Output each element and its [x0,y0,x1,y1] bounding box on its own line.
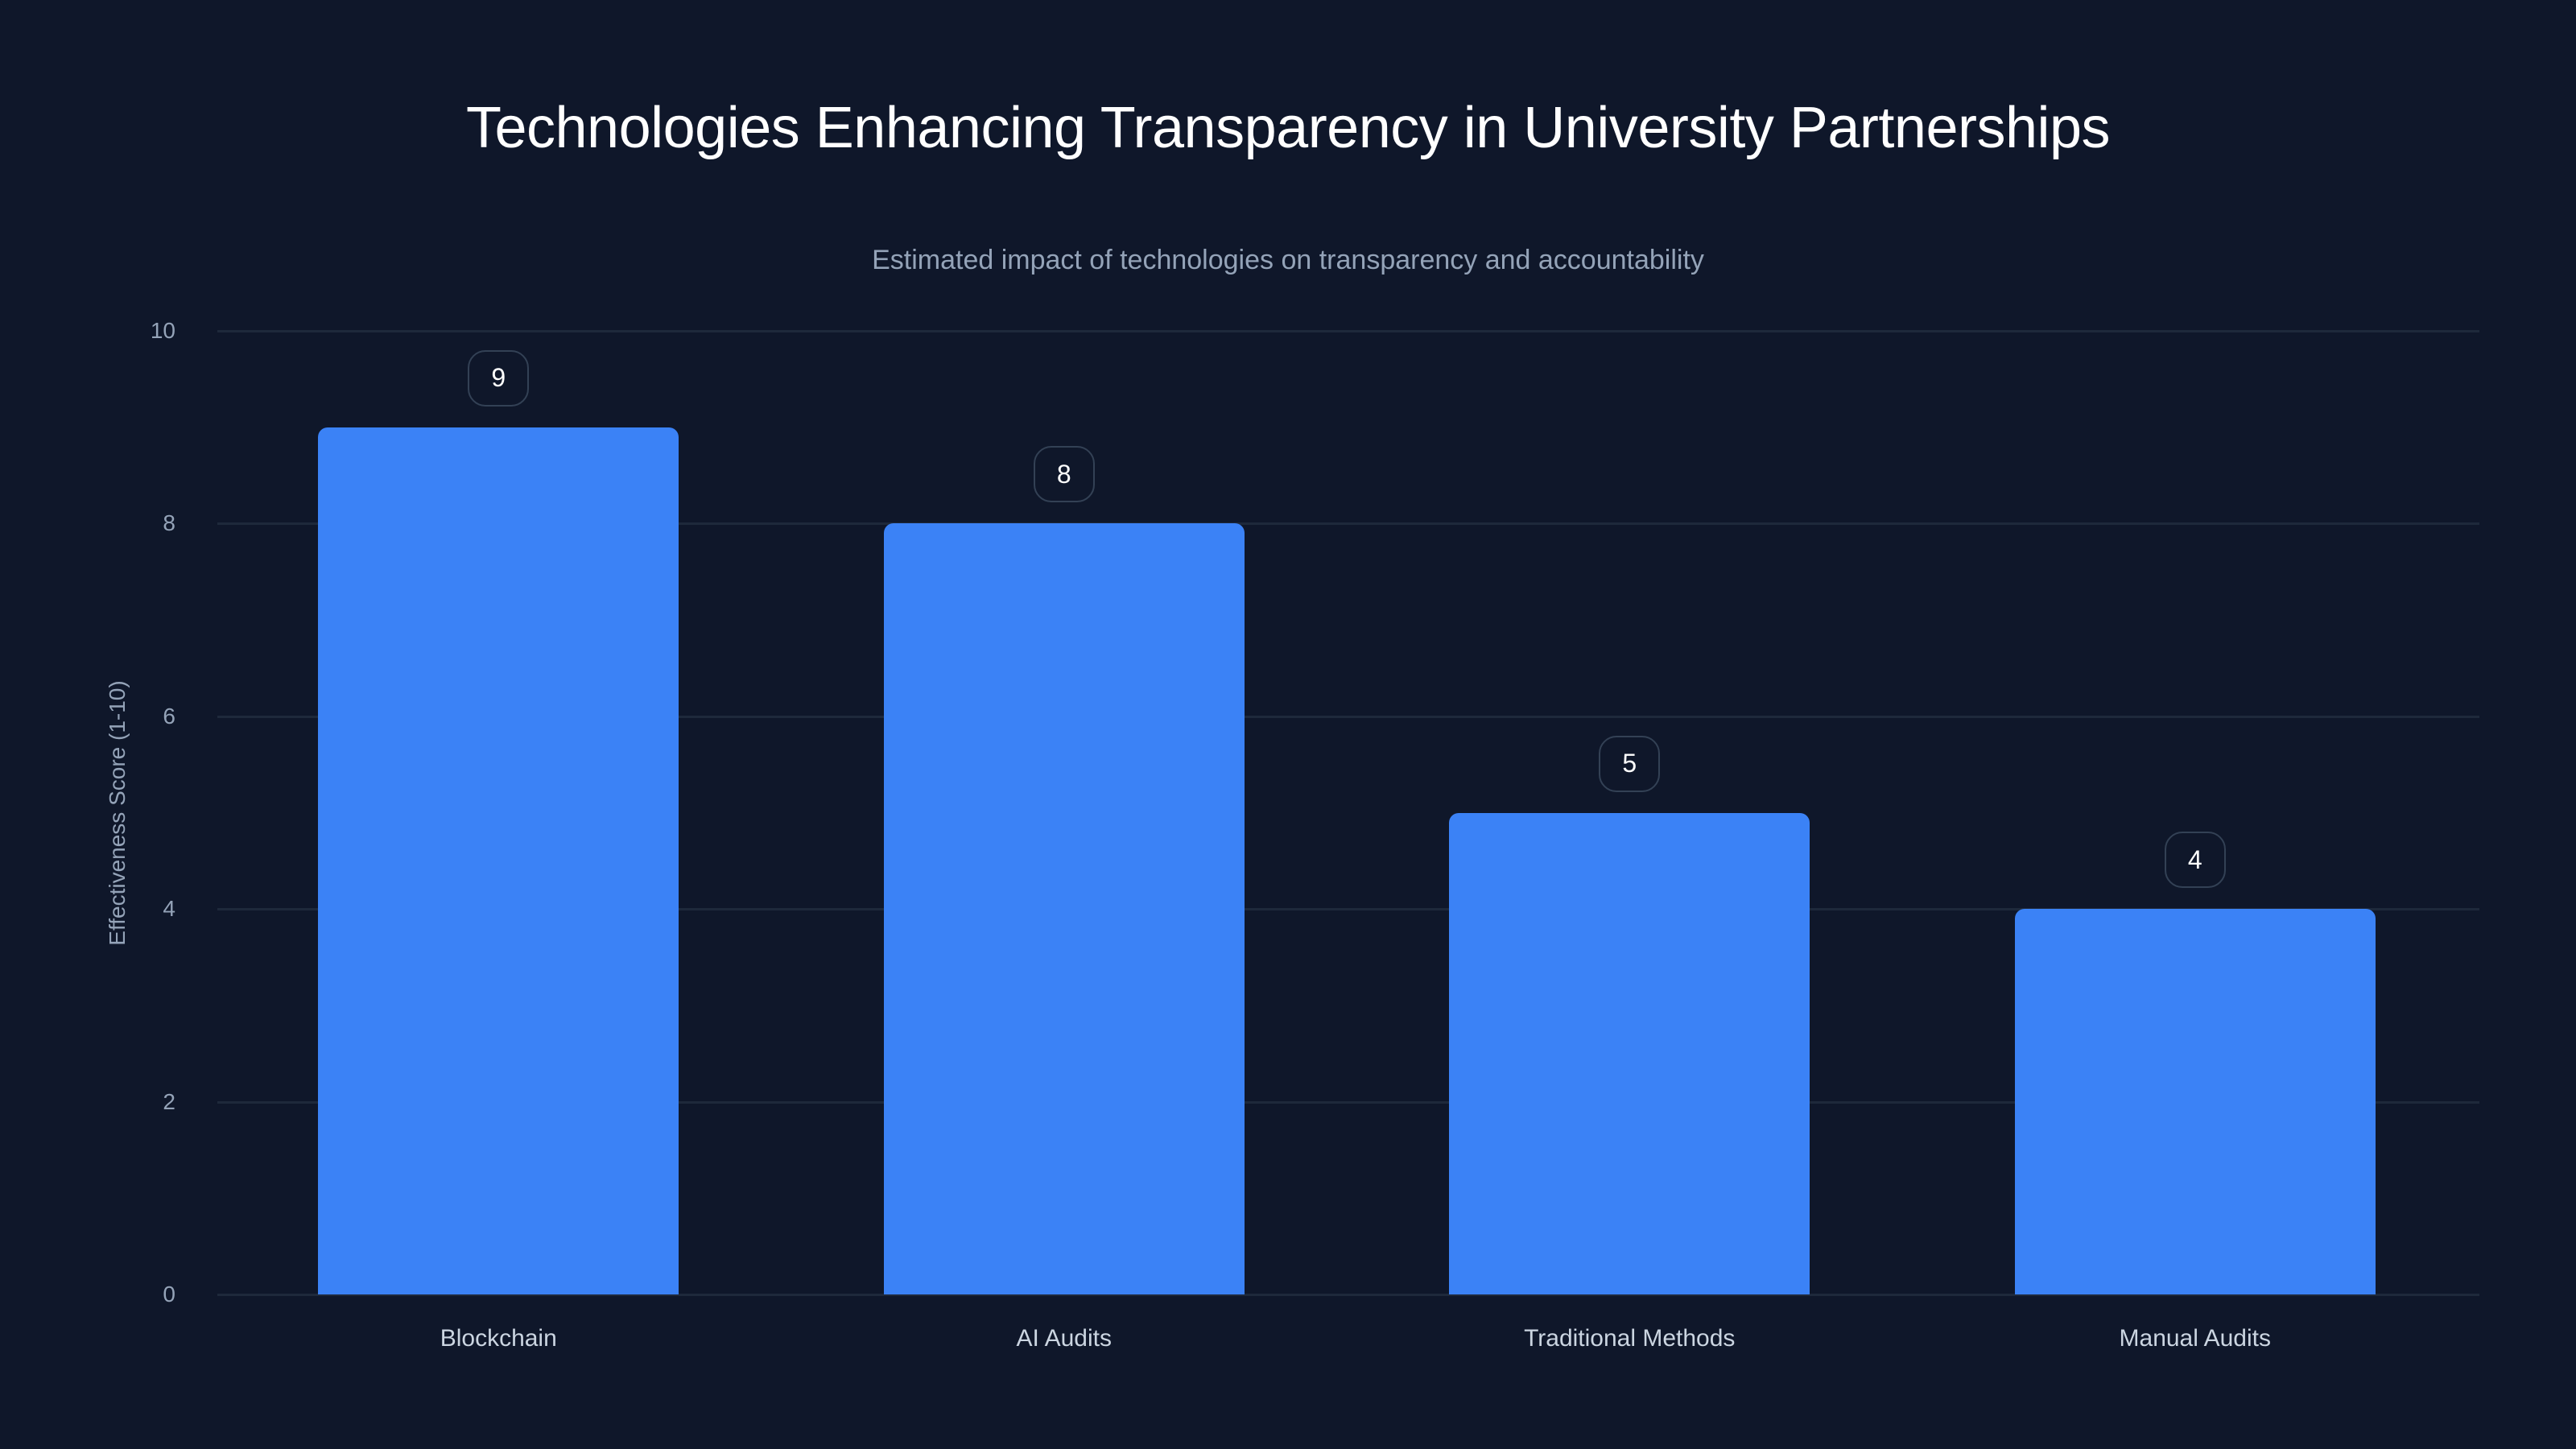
value-label: 9 [468,349,530,407]
x-tick-label: Manual Audits [2119,1325,2271,1352]
bar-blockchain[interactable] [318,427,679,1294]
x-tick-label: Traditional Methods [1524,1325,1736,1352]
chart-subtitle: Estimated impact of technologies on tran… [872,245,1704,275]
y-tick-label: 2 [163,1088,175,1114]
gridline [217,522,2479,526]
chart-title: Technologies Enhancing Transparency in U… [465,96,2111,160]
value-label: 4 [2164,832,2226,889]
gridline [217,908,2479,911]
x-tick-label: AI Audits [1016,1325,1112,1352]
y-tick-label: 6 [163,703,175,729]
bar-manual-audits[interactable] [2014,909,2376,1294]
gridline [217,1294,2479,1296]
bar-ai-audits[interactable] [883,523,1245,1294]
x-tick-label: Blockchain [440,1325,557,1352]
value-label: 5 [1599,735,1661,792]
gridline [217,330,2479,332]
y-tick-label: 4 [163,896,175,922]
value-label: 8 [1033,446,1095,503]
gridline [217,1100,2479,1104]
plot-area: 0 2 4 6 8 10 9 Blockchain 8 AI Audits 5 Traditional… [151,318,2479,1352]
y-tick-label: 8 [163,510,175,536]
gridline [217,715,2479,718]
y-tick-label: 10 [150,318,175,343]
bar-traditional-methods[interactable] [1449,812,1810,1294]
y-tick-label: 0 [163,1282,175,1307]
